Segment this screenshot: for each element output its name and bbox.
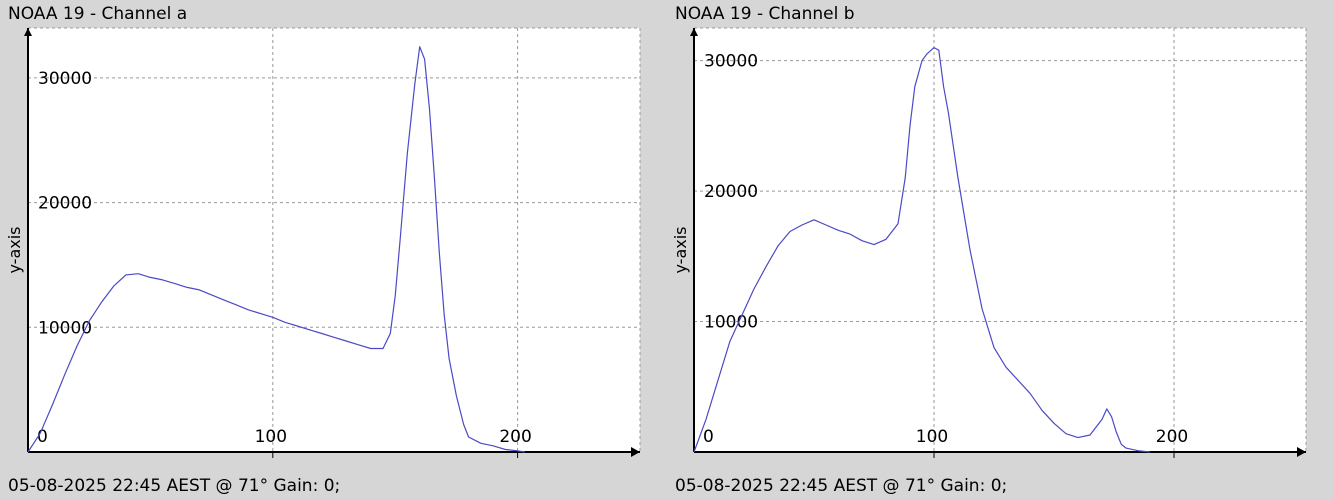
line-chart: 0 100 200 10000 20000 30000 y-axis xyxy=(671,27,1307,458)
x-tick-label: 100 xyxy=(916,427,948,447)
line-chart: 0 100 200 10000 20000 30000 y-axis xyxy=(5,27,641,458)
x-axis-arrow xyxy=(1297,447,1306,457)
x-tick-label: 100 xyxy=(255,427,287,447)
x-axis-arrow xyxy=(631,447,640,457)
chart-panel-channel-a: NOAA 19 - Channel a 0 100 200 10000 20000 300… xyxy=(5,4,641,496)
y-tick-label: 20000 xyxy=(38,194,92,214)
x-tick-label: 0 xyxy=(703,427,714,447)
y-axis-label: y-axis xyxy=(5,226,24,273)
y-tick-label: 20000 xyxy=(704,182,758,202)
series-line xyxy=(27,46,525,453)
y-tick-label: 30000 xyxy=(38,69,92,89)
chart-footer: 05-08-2025 22:45 AEST @ 71° Gain: 0; xyxy=(675,476,1008,496)
x-tick-label: 200 xyxy=(499,427,531,447)
plot-area xyxy=(28,28,640,452)
series-line xyxy=(693,46,1151,453)
y-axis-label: y-axis xyxy=(671,226,690,273)
y-tick-label: 10000 xyxy=(38,318,92,338)
chart-panel-channel-b: NOAA 19 - Channel b 0 100 200 10000 20000 300… xyxy=(667,0,1334,500)
y-tick-label: 10000 xyxy=(704,313,758,333)
x-tick-label: 200 xyxy=(1156,427,1188,447)
y-axis-arrow xyxy=(690,28,698,36)
plot-area xyxy=(694,28,1306,452)
chart-title: NOAA 19 - Channel b xyxy=(675,4,855,24)
y-tick-label: 30000 xyxy=(704,52,758,72)
x-tick-label: 0 xyxy=(37,427,48,447)
chart-footer: 05-08-2025 22:45 AEST @ 71° Gain: 0; xyxy=(8,476,341,496)
chart-title: NOAA 19 - Channel a xyxy=(8,4,188,24)
y-axis-arrow xyxy=(24,28,32,36)
